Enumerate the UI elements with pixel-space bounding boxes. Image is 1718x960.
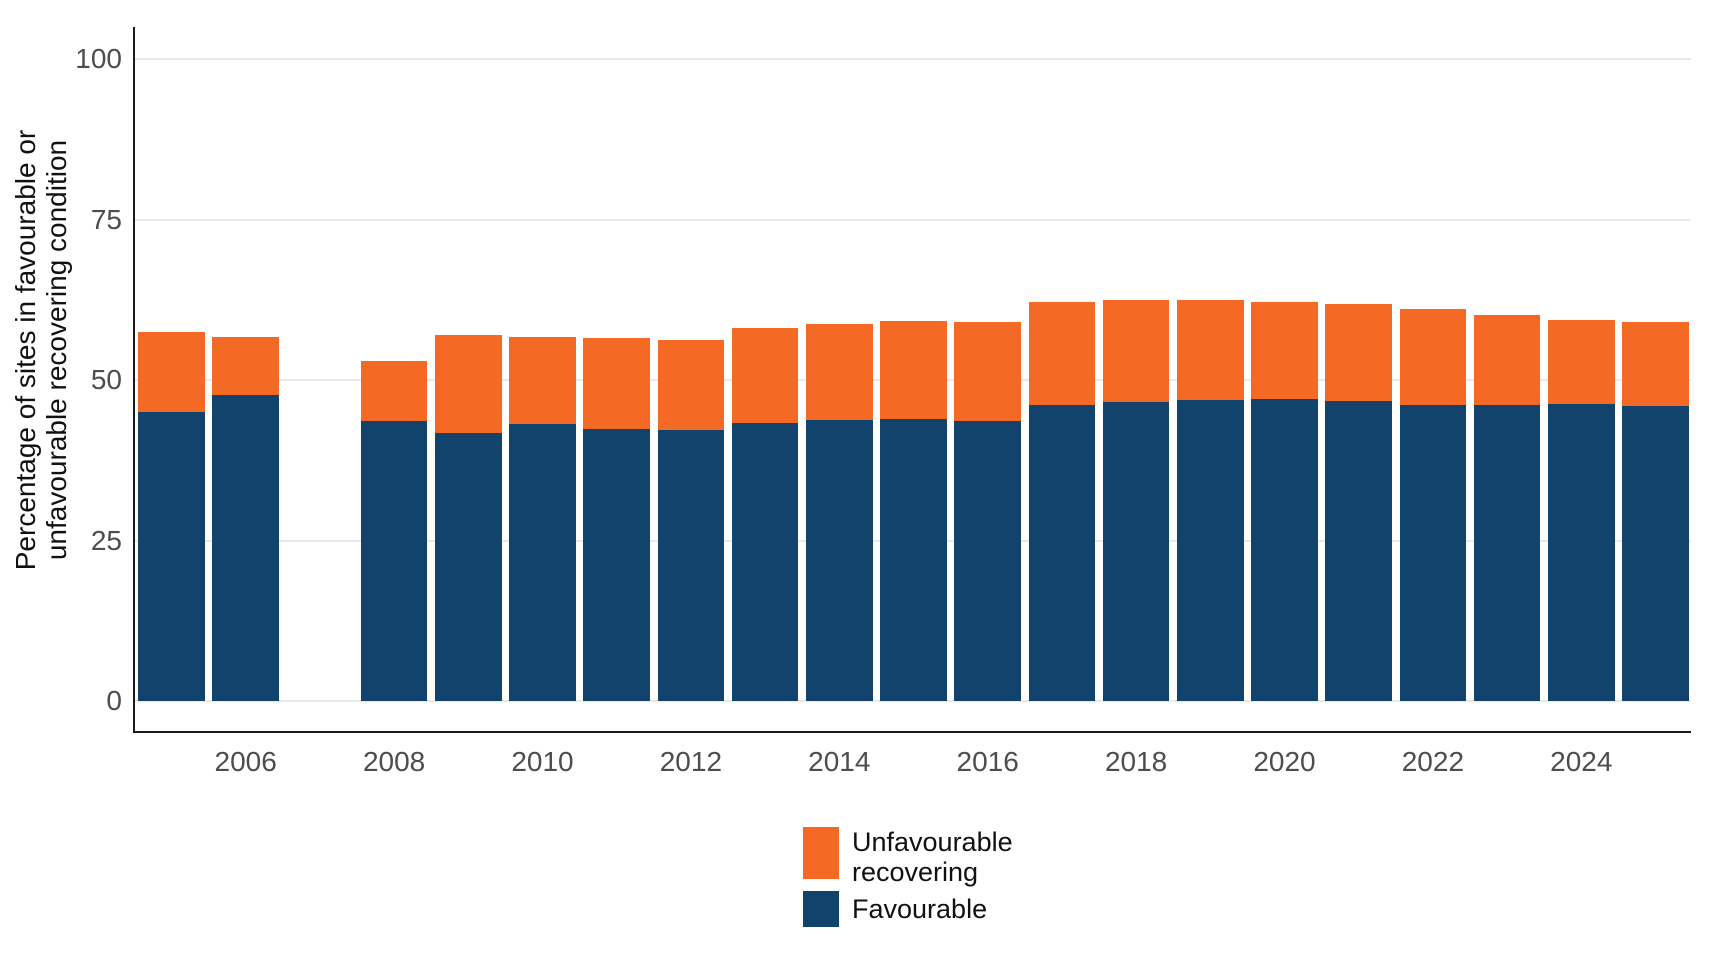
y-tick-label-0: 0: [106, 685, 122, 716]
bar-segment-favourable-2015: [880, 418, 947, 701]
y-tick-label-75: 75: [90, 203, 122, 235]
bar-segment-favourable-2021: [1325, 401, 1392, 701]
x-tick-label-2010: 2010: [511, 746, 574, 777]
legend-swatch-favourable: [803, 891, 839, 927]
x-tick-label-2022: 2022: [1401, 746, 1465, 777]
bar-segment-favourable-2017: [1028, 405, 1096, 701]
bar-segment-favourable-2010: [509, 423, 576, 701]
bar-segment-unfavourable-recovering-2019: [1177, 299, 1244, 400]
bar-segment-favourable-2023: [1473, 405, 1541, 701]
bar-segment-unfavourable-recovering-2024: [1548, 319, 1615, 405]
y-tick-label-50: 50: [90, 364, 122, 395]
bar-segment-favourable-2016: [954, 421, 1021, 701]
gridline-y-100: [134, 58, 1691, 60]
legend-label-unfavourable-recovering: Unfavourable recovering: [852, 827, 1013, 887]
bar-segment-unfavourable-recovering-2015: [880, 320, 947, 419]
bar-segment-favourable-2019: [1177, 399, 1244, 701]
bar-segment-favourable-2008: [360, 421, 428, 701]
gridline-y-0: [134, 700, 1691, 702]
y-tick-label-25: 25: [90, 524, 122, 556]
bar-segment-unfavourable-recovering-2023: [1473, 315, 1541, 406]
bar-segment-unfavourable-recovering-2006: [212, 336, 279, 395]
bar-segment-unfavourable-recovering-2017: [1028, 302, 1096, 406]
y-axis-title-line-2: unfavourable recovering condition: [41, 139, 72, 561]
legend-item-favourable: Favourable: [803, 891, 1024, 927]
bar-segment-unfavourable-recovering-2021: [1325, 304, 1392, 402]
bar-segment-favourable-2011: [583, 428, 650, 701]
bar-segment-unfavourable-recovering-2013: [731, 327, 799, 423]
x-tick-label-2016: 2016: [956, 746, 1019, 777]
x-tick-label-2024: 2024: [1550, 746, 1613, 777]
bar-segment-unfavourable-recovering-2022: [1399, 308, 1467, 406]
bar-segment-unfavourable-recovering-2014: [806, 324, 873, 421]
bar-segment-unfavourable-recovering-2008: [360, 361, 428, 422]
bar-segment-unfavourable-recovering-2010: [509, 336, 576, 424]
bar-segment-favourable-2009: [435, 433, 502, 701]
legend-item-unfavourable-recovering: Unfavourable recovering: [803, 827, 1024, 887]
bar-segment-favourable-2012: [657, 430, 725, 701]
bar-segment-unfavourable-recovering-2005: [138, 332, 205, 413]
bar-segment-unfavourable-recovering-2018: [1102, 299, 1170, 402]
bar-segment-favourable-2006: [212, 394, 279, 701]
bar-segment-favourable-2020: [1251, 398, 1318, 701]
bar-segment-favourable-2024: [1548, 404, 1615, 701]
y-axis-title: Percentage of sites in favourable or unf…: [10, 130, 72, 570]
y-axis-title-line-1: Percentage of sites in favourable or: [10, 129, 41, 571]
x-axis-spine: [133, 731, 1691, 733]
y-axis-spine: [133, 27, 135, 733]
legend-swatch-unfavourable-recovering: [803, 827, 839, 879]
x-tick-label-2012: 2012: [659, 746, 723, 777]
bar-segment-favourable-2022: [1399, 405, 1467, 701]
bar-segment-unfavourable-recovering-2025: [1622, 321, 1689, 406]
x-tick-label-2014: 2014: [808, 746, 871, 777]
x-tick-label-2018: 2018: [1104, 746, 1168, 777]
x-tick-label-2020: 2020: [1253, 746, 1316, 777]
bar-segment-favourable-2018: [1102, 401, 1170, 701]
bar-segment-unfavourable-recovering-2012: [657, 340, 725, 431]
bar-segment-favourable-2014: [806, 420, 873, 701]
bar-segment-unfavourable-recovering-2011: [583, 338, 650, 429]
bar-segment-favourable-2025: [1622, 405, 1689, 701]
bar-segment-unfavourable-recovering-2009: [435, 335, 502, 434]
legend: Unfavourable recovering Favourable: [803, 827, 1024, 927]
x-tick-label-2008: 2008: [362, 746, 426, 777]
bar-segment-unfavourable-recovering-2016: [954, 321, 1021, 422]
bar-segment-unfavourable-recovering-2020: [1251, 301, 1318, 399]
legend-label-favourable: Favourable: [852, 894, 988, 924]
x-tick-label-2006: 2006: [214, 746, 277, 777]
y-tick-label-100: 100: [75, 43, 122, 74]
bar-segment-favourable-2005: [138, 412, 205, 701]
gridline-y-75: [134, 218, 1691, 221]
bar-segment-favourable-2013: [731, 423, 799, 701]
